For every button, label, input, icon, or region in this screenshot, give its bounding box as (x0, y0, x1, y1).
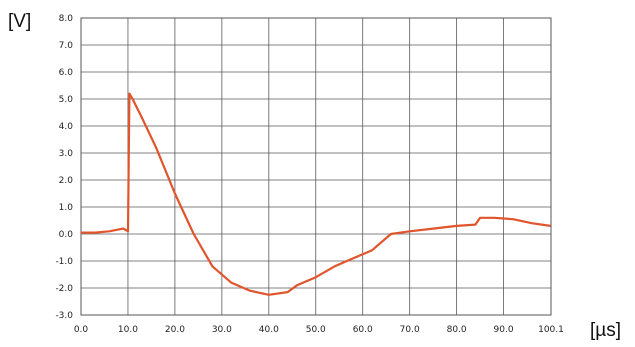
x-tick-label: 50.0 (306, 325, 326, 335)
x-tick-label: 30.0 (212, 325, 232, 335)
tick-labels: 0.0 10.0 20.0 30.0 40.0 50.0 60.0 70.0 80.0 90.0 1… (55, 14, 563, 335)
y-tick-label: 6.0 (59, 68, 74, 78)
x-tick-label: 20.0 (165, 325, 185, 335)
x-tick-label: 60.0 (353, 325, 373, 335)
x-tick-label: 0.0 (74, 325, 89, 335)
y-tick-label: 5.0 (59, 95, 74, 105)
x-tick-label: 40.0 (259, 325, 279, 335)
y-tick-label: 8.0 (59, 14, 74, 24)
y-tick-label: 1.0 (59, 203, 74, 213)
y-tick-label: 3.0 (59, 149, 74, 159)
y-tick-label: 4.0 (59, 122, 74, 132)
waveform-line (81, 92, 551, 296)
x-tick-label: 70.0 (400, 325, 420, 335)
x-tick-label: 100.1 (538, 325, 564, 335)
y-tick-label: -2.0 (55, 284, 73, 294)
y-tick-label: 2.0 (59, 176, 74, 186)
x-tick-label: 90.0 (494, 325, 514, 335)
grid (80, 17, 552, 316)
x-tick-label: 80.0 (447, 325, 467, 335)
x-axis-unit-label: [µs] (590, 320, 621, 341)
y-tick-label: 7.0 (59, 41, 74, 51)
x-tick-label: 10.0 (118, 325, 138, 335)
y-tick-label: 0.0 (59, 230, 74, 240)
y-tick-label: -3.0 (55, 311, 73, 321)
y-tick-label: -1.0 (55, 257, 73, 267)
y-axis-unit-label: [V] (8, 11, 31, 32)
